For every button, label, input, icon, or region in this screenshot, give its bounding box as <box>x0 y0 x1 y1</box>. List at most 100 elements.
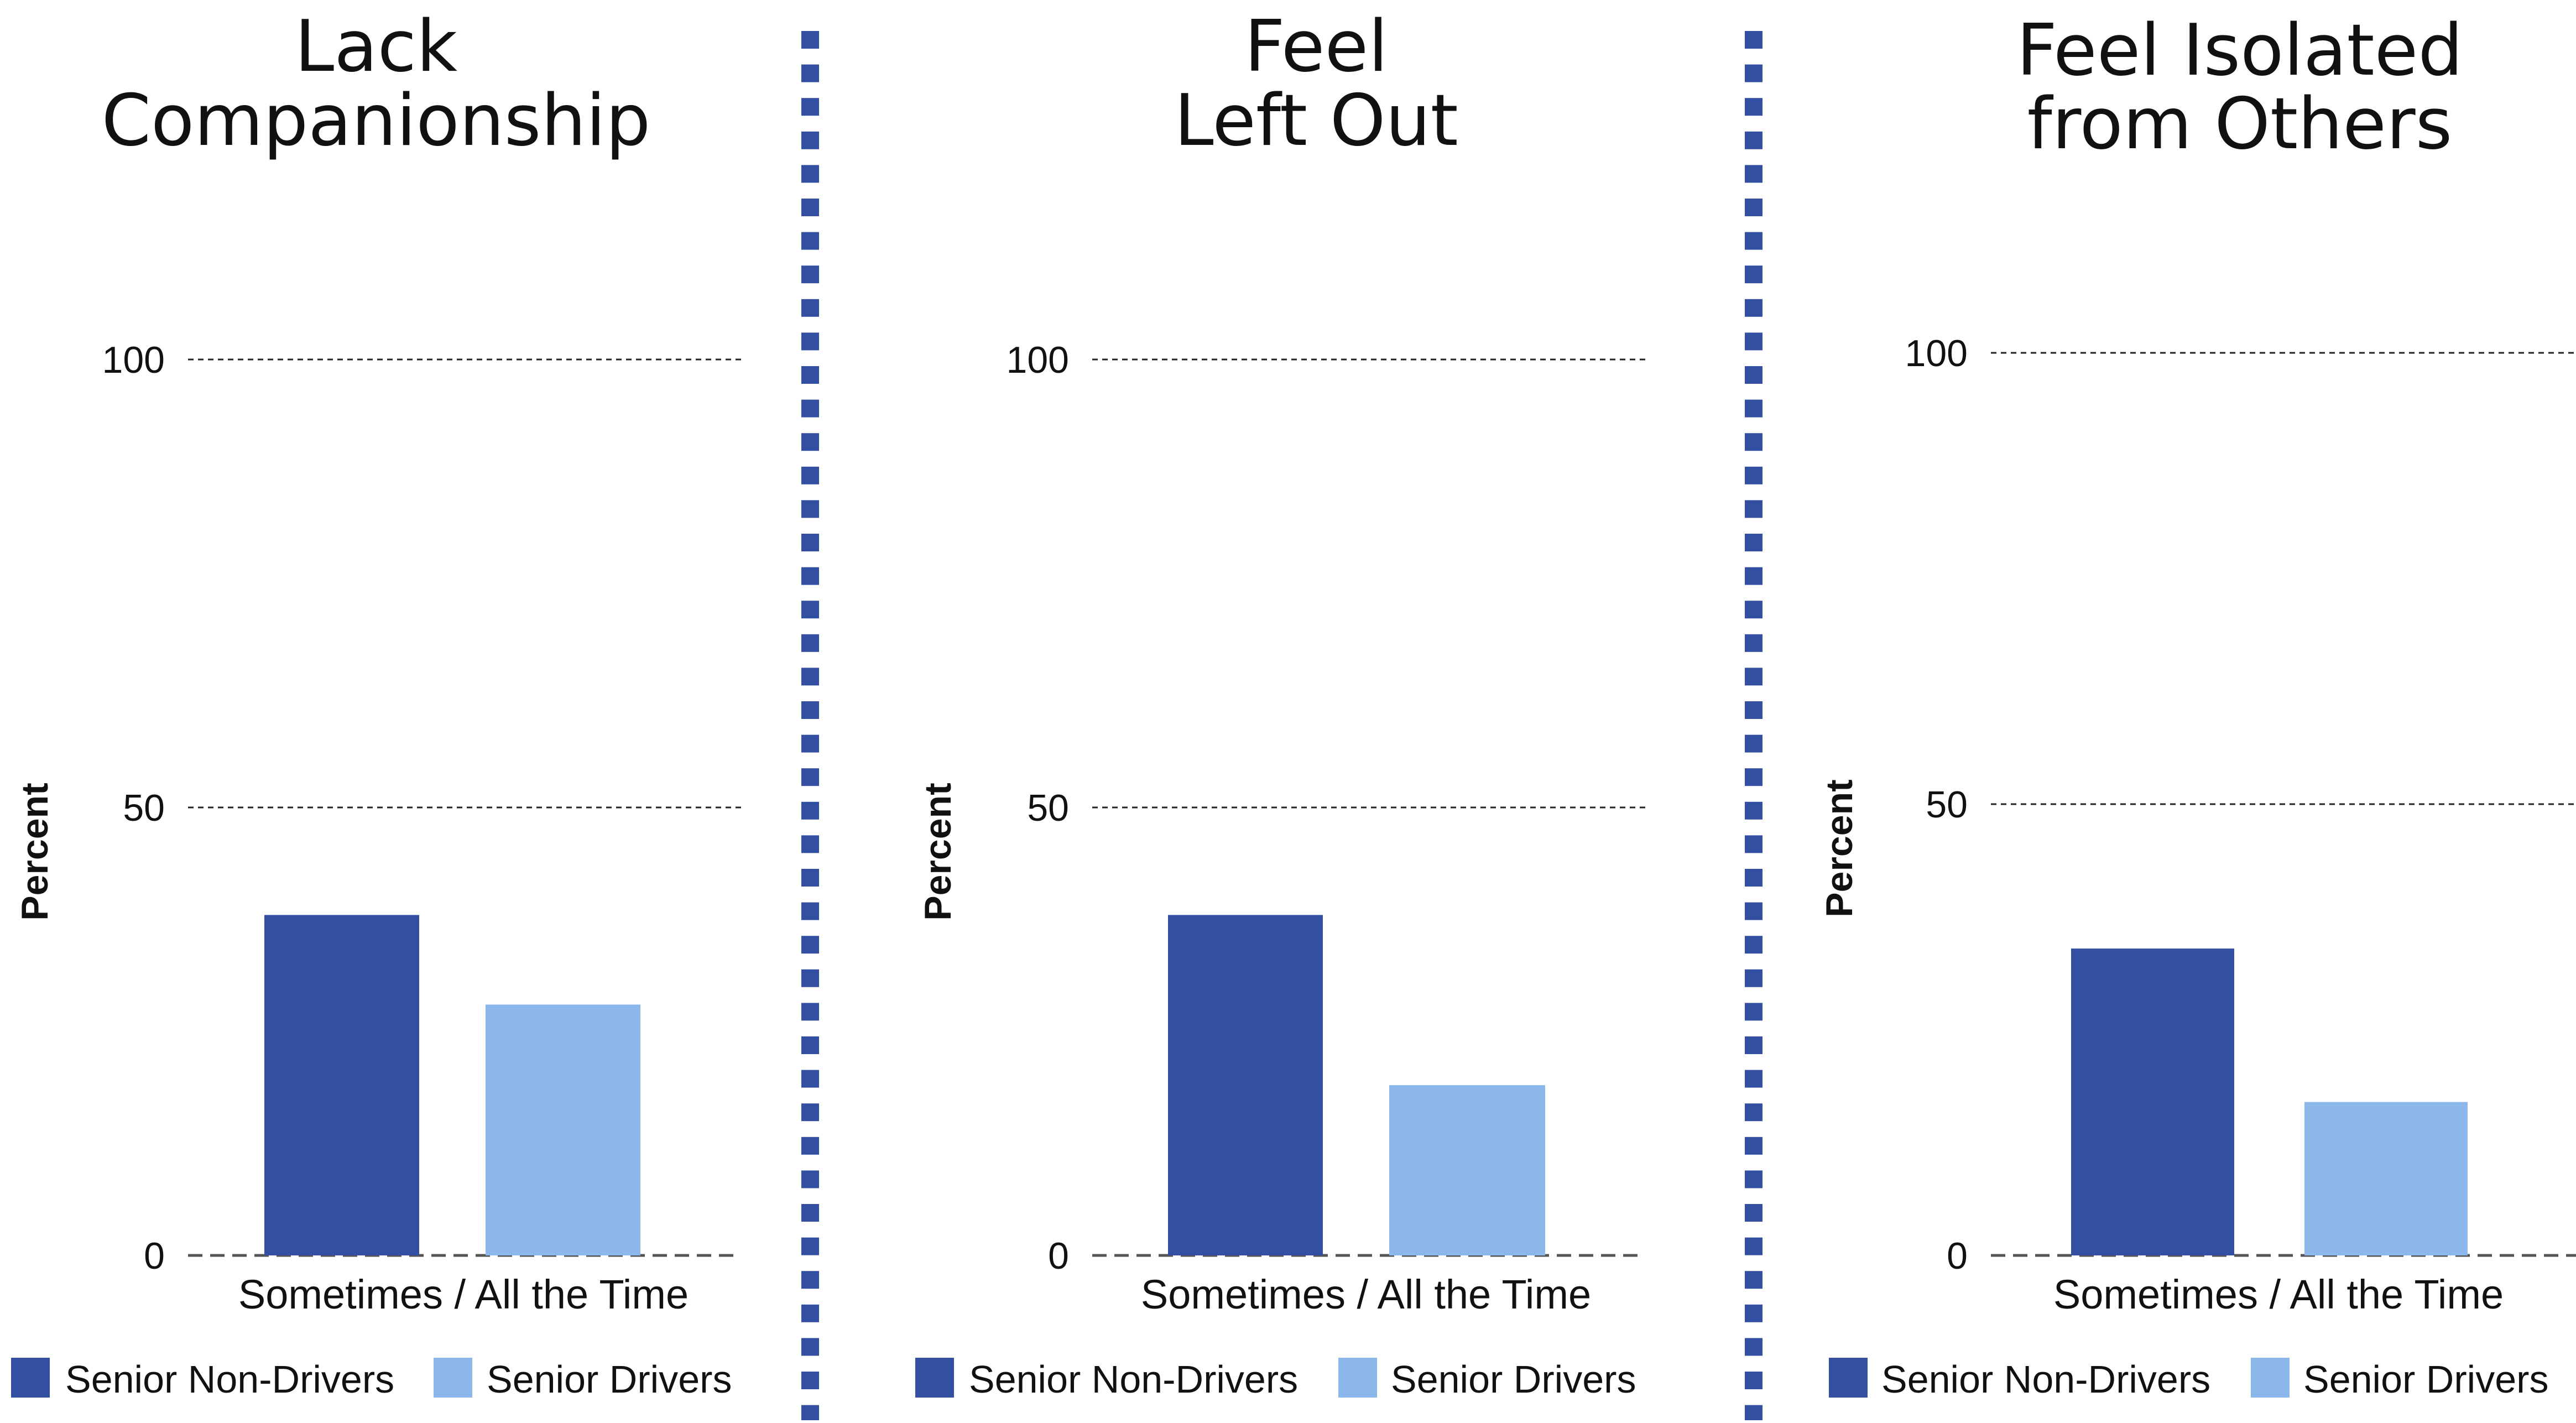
divider-dot <box>801 801 819 820</box>
divider-dot <box>1745 1304 1762 1322</box>
y-tick-label: 50 <box>1926 784 1968 826</box>
divider-dot <box>1745 1137 1762 1155</box>
divider-dot <box>1745 433 1762 451</box>
divider-dot <box>801 1204 819 1222</box>
divider-dot <box>1745 1170 1762 1189</box>
divider-dot <box>1745 165 1762 183</box>
bar-senior-drivers <box>486 1004 640 1255</box>
x-category-label: Sometimes / All the Time <box>2053 1271 2504 1317</box>
divider-dot <box>801 668 819 686</box>
divider-dot <box>1745 332 1762 351</box>
divider-dot <box>1745 768 1762 786</box>
y-tick-label: 100 <box>1007 339 1069 381</box>
legend-label: Senior Non-Drivers <box>969 1358 1298 1401</box>
divider-dot <box>1745 199 1762 216</box>
divider-dot <box>1745 1204 1762 1222</box>
bar-senior-non-drivers <box>264 915 419 1255</box>
divider-dot <box>801 1372 819 1389</box>
legend-label: Senior Non-Drivers <box>65 1358 394 1401</box>
divider-dot <box>1745 1271 1762 1289</box>
divider-dot <box>801 199 819 216</box>
divider-dot <box>801 701 819 719</box>
y-tick-label: 100 <box>102 339 165 381</box>
divider-dot <box>801 1271 819 1289</box>
divider-dot <box>1745 466 1762 484</box>
y-tick-label: 0 <box>1048 1235 1069 1277</box>
legend-label: Senior Drivers <box>2303 1358 2548 1401</box>
divider-dot <box>1745 869 1762 887</box>
divider-dot <box>801 500 819 518</box>
divider-dot <box>1745 131 1762 149</box>
bar-senior-non-drivers <box>2071 948 2234 1255</box>
y-tick-label: 0 <box>144 1235 165 1277</box>
divider-dot <box>801 902 819 920</box>
divider-dot <box>1745 1036 1762 1054</box>
divider-dot <box>801 165 819 183</box>
divider-dot <box>1745 668 1762 686</box>
chart-title-line: from Others <box>2027 83 2453 165</box>
divider-dot <box>801 232 819 250</box>
legend-swatch-senior-non-drivers <box>915 1358 954 1398</box>
divider-dot <box>801 1036 819 1054</box>
x-category-label: Sometimes / All the Time <box>238 1271 689 1317</box>
divider-dot <box>801 534 819 551</box>
divider-dot <box>1745 1338 1762 1356</box>
divider-dot <box>801 1338 819 1356</box>
bar-senior-drivers <box>2304 1102 2468 1255</box>
divider-dot <box>801 1103 819 1122</box>
divider-dot <box>801 299 819 317</box>
divider-dot <box>801 1137 819 1155</box>
divider-dot <box>801 466 819 484</box>
divider-dot <box>801 1170 819 1189</box>
divider-dot <box>1745 1103 1762 1122</box>
divider-dot <box>1745 1372 1762 1389</box>
divider-dot <box>1745 969 1762 987</box>
divider-dot <box>801 332 819 351</box>
divider-dot <box>801 969 819 987</box>
bar-senior-drivers <box>1389 1085 1545 1255</box>
chart-title-line: Feel <box>1244 6 1388 88</box>
divider-dot <box>1745 1237 1762 1255</box>
y-axis-label: Percent <box>1818 779 1860 917</box>
bar-senior-non-drivers <box>1168 915 1323 1255</box>
divider-dot <box>1745 232 1762 250</box>
divider-dot <box>801 1304 819 1322</box>
legend-label: Senior Drivers <box>1391 1358 1636 1401</box>
divider-dot <box>801 31 819 49</box>
legend-swatch-senior-drivers <box>1338 1358 1377 1398</box>
legend-swatch-senior-non-drivers <box>1829 1358 1868 1398</box>
divider-dot <box>801 366 819 384</box>
divider-dot <box>1745 567 1762 585</box>
divider-dot <box>1745 601 1762 619</box>
divider-dot <box>801 1405 819 1423</box>
legend-label: Senior Non-Drivers <box>1881 1358 2210 1401</box>
divider-dot <box>1745 399 1762 418</box>
divider-dot <box>801 835 819 853</box>
divider-dot <box>1745 534 1762 551</box>
divider-dot <box>801 634 819 652</box>
divider-dot <box>801 734 819 753</box>
legend-swatch-senior-drivers <box>2251 1358 2290 1398</box>
y-tick-label: 0 <box>1947 1235 1968 1277</box>
divider-dot <box>801 936 819 954</box>
y-axis-label: Percent <box>917 783 959 920</box>
chart-title-line: Lack <box>295 6 457 88</box>
divider-dot <box>1745 64 1762 82</box>
legend-swatch-senior-drivers <box>434 1358 472 1398</box>
legend-swatch-senior-non-drivers <box>11 1358 50 1398</box>
divider-dot <box>1745 634 1762 652</box>
divider-dot <box>1745 299 1762 317</box>
divider-dot <box>801 131 819 149</box>
divider-dot <box>801 265 819 284</box>
chart-title-line: Left Out <box>1174 80 1458 162</box>
y-axis-label: Percent <box>14 783 56 920</box>
divider-dot <box>1745 801 1762 820</box>
divider-dot <box>1745 1003 1762 1021</box>
divider-dot <box>1745 500 1762 518</box>
divider-dot <box>801 433 819 451</box>
